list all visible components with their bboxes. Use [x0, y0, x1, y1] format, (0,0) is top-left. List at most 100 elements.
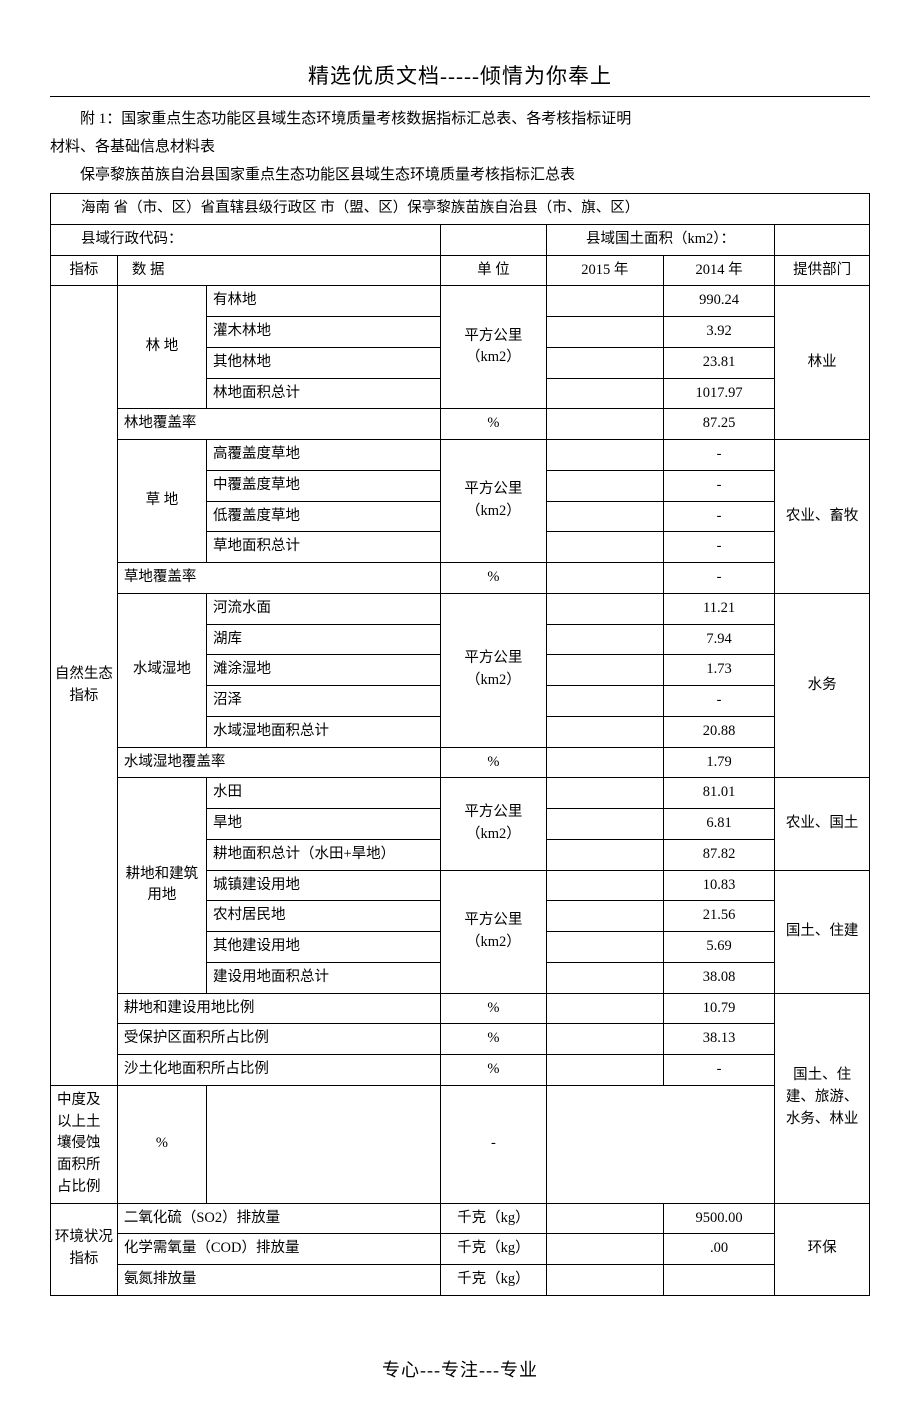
wet-r2: 湖库: [206, 624, 440, 655]
ratio-r2-2014: 38.13: [663, 1024, 774, 1055]
wet-r5-2015: [546, 716, 663, 747]
forest-cov: 林地覆盖率: [117, 409, 440, 440]
land-unit2: 平方公里（km2）: [440, 870, 546, 993]
land-r2-2014: 6.81: [663, 809, 774, 840]
forest-group: 林 地: [117, 286, 206, 409]
wet-r5: 水域湿地面积总计: [206, 716, 440, 747]
env-section: 环境状况指标: [51, 1203, 118, 1295]
ratio-r1-2014: 10.79: [663, 993, 774, 1024]
land-r7-2015: [546, 962, 663, 993]
grass-r2-2014: -: [663, 470, 774, 501]
wet-cov-unit: %: [440, 747, 546, 778]
land-r1-2015: [546, 778, 663, 809]
wet-r2-2014: 7.94: [663, 624, 774, 655]
env-so2-unit: 千克（kg）: [440, 1203, 546, 1234]
forest-r4: 林地面积总计: [206, 378, 440, 409]
table-title: 保亭黎族苗族自治县国家重点生态功能区县域生态环境质量考核指标汇总表: [50, 163, 870, 187]
wet-r5-2014: 20.88: [663, 716, 774, 747]
hdr-unit: 单 位: [440, 255, 546, 286]
ratio-r2: 受保护区面积所占比例: [117, 1024, 440, 1055]
hdr-2014: 2014 年: [663, 255, 774, 286]
grass-group: 草 地: [117, 440, 206, 563]
forest-cov-2014: 87.25: [663, 409, 774, 440]
grass-cov-unit: %: [440, 563, 546, 594]
env-so2-2014: 9500.00: [663, 1203, 774, 1234]
page-footer: 专心---专注---专业: [50, 1356, 870, 1382]
forest-r2-2015: [546, 317, 663, 348]
area-blank: [775, 224, 870, 255]
wet-r1-2014: 11.21: [663, 593, 774, 624]
ratio-dept: 国土、住建、旅游、水务、林业: [775, 993, 870, 1203]
wet-r4-2014: -: [663, 686, 774, 717]
env-nh3-2014: [663, 1265, 774, 1296]
forest-dept: 林业: [775, 286, 870, 440]
grass-cov: 草地覆盖率: [117, 563, 440, 594]
grass-r1-2014: -: [663, 440, 774, 471]
ratio-r2-unit: %: [440, 1024, 546, 1055]
eco-section: 自然生态指标: [51, 286, 118, 1086]
land-r2: 旱地: [206, 809, 440, 840]
hdr-dept: 提供部门: [775, 255, 870, 286]
land-r2-2015: [546, 809, 663, 840]
summary-table: 海南 省（市、区）省直辖县级行政区 市（盟、区）保亭黎族苗族自治县（市、旗、区）…: [50, 193, 870, 1296]
land-r7: 建设用地面积总计: [206, 962, 440, 993]
forest-r2-2014: 3.92: [663, 317, 774, 348]
code-label: 县域行政代码：: [51, 224, 441, 255]
ratio-r4-2014: -: [440, 1085, 546, 1203]
ratio-r1-2015: [546, 993, 663, 1024]
wet-r4-2015: [546, 686, 663, 717]
env-so2: 二氧化硫（SO2）排放量: [117, 1203, 440, 1234]
land-r5: 农村居民地: [206, 901, 440, 932]
env-dept: 环保: [775, 1203, 870, 1295]
land-r6: 其他建设用地: [206, 932, 440, 963]
grass-r4-2015: [546, 532, 663, 563]
grass-r2-2015: [546, 470, 663, 501]
grass-r4-2014: -: [663, 532, 774, 563]
land-r4-2015: [546, 870, 663, 901]
wet-cov-2014: 1.79: [663, 747, 774, 778]
ratio-r2-2015: [546, 1024, 663, 1055]
grass-r3-2014: -: [663, 501, 774, 532]
land-r3-2014: 87.82: [663, 839, 774, 870]
wet-r1-2015: [546, 593, 663, 624]
forest-r4-2015: [546, 378, 663, 409]
wet-r3-2014: 1.73: [663, 655, 774, 686]
env-cod: 化学需氧量（COD）排放量: [117, 1234, 440, 1265]
forest-r1-2014: 990.24: [663, 286, 774, 317]
region-row: 海南 省（市、区）省直辖县级行政区 市（盟、区）保亭黎族苗族自治县（市、旗、区）: [51, 194, 870, 225]
forest-r1: 有林地: [206, 286, 440, 317]
ratio-r3-2015: [546, 1055, 663, 1086]
forest-r3-2014: 23.81: [663, 347, 774, 378]
grass-r3: 低覆盖度草地: [206, 501, 440, 532]
ratio-r3: 沙土化地面积所占比例: [117, 1055, 440, 1086]
forest-r2: 灌木林地: [206, 317, 440, 348]
land-r4-2014: 10.83: [663, 870, 774, 901]
env-nh3-2015: [546, 1265, 663, 1296]
land-r6-2015: [546, 932, 663, 963]
land-r7-2014: 38.08: [663, 962, 774, 993]
wet-dept: 水务: [775, 593, 870, 778]
intro-line-1: 附 1：国家重点生态功能区县域生态环境质量考核数据指标汇总表、各考核指标证明: [50, 107, 870, 131]
wet-cov-2015: [546, 747, 663, 778]
land-r1: 水田: [206, 778, 440, 809]
ratio-r1-unit: %: [440, 993, 546, 1024]
env-so2-2015: [546, 1203, 663, 1234]
grass-cov-2015: [546, 563, 663, 594]
grass-r1: 高覆盖度草地: [206, 440, 440, 471]
ratio-r3-2014: -: [663, 1055, 774, 1086]
forest-r3: 其他林地: [206, 347, 440, 378]
grass-r4: 草地面积总计: [206, 532, 440, 563]
forest-cov-2015: [546, 409, 663, 440]
land-r6-2014: 5.69: [663, 932, 774, 963]
land-r5-2015: [546, 901, 663, 932]
ratio-r1: 耕地和建设用地比例: [117, 993, 440, 1024]
area-label: 县域国土面积（km2）：: [546, 224, 774, 255]
env-nh3-unit: 千克（kg）: [440, 1265, 546, 1296]
page-header: 精选优质文档-----倾情为你奉上: [50, 60, 870, 97]
hdr-indicator: 指标: [51, 255, 118, 286]
hdr-2015: 2015 年: [546, 255, 663, 286]
land-r5-2014: 21.56: [663, 901, 774, 932]
env-cod-unit: 千克（kg）: [440, 1234, 546, 1265]
ratio-r4: 中度及以上土壤侵蚀面积所占比例: [51, 1085, 118, 1203]
env-cod-2014: .00: [663, 1234, 774, 1265]
